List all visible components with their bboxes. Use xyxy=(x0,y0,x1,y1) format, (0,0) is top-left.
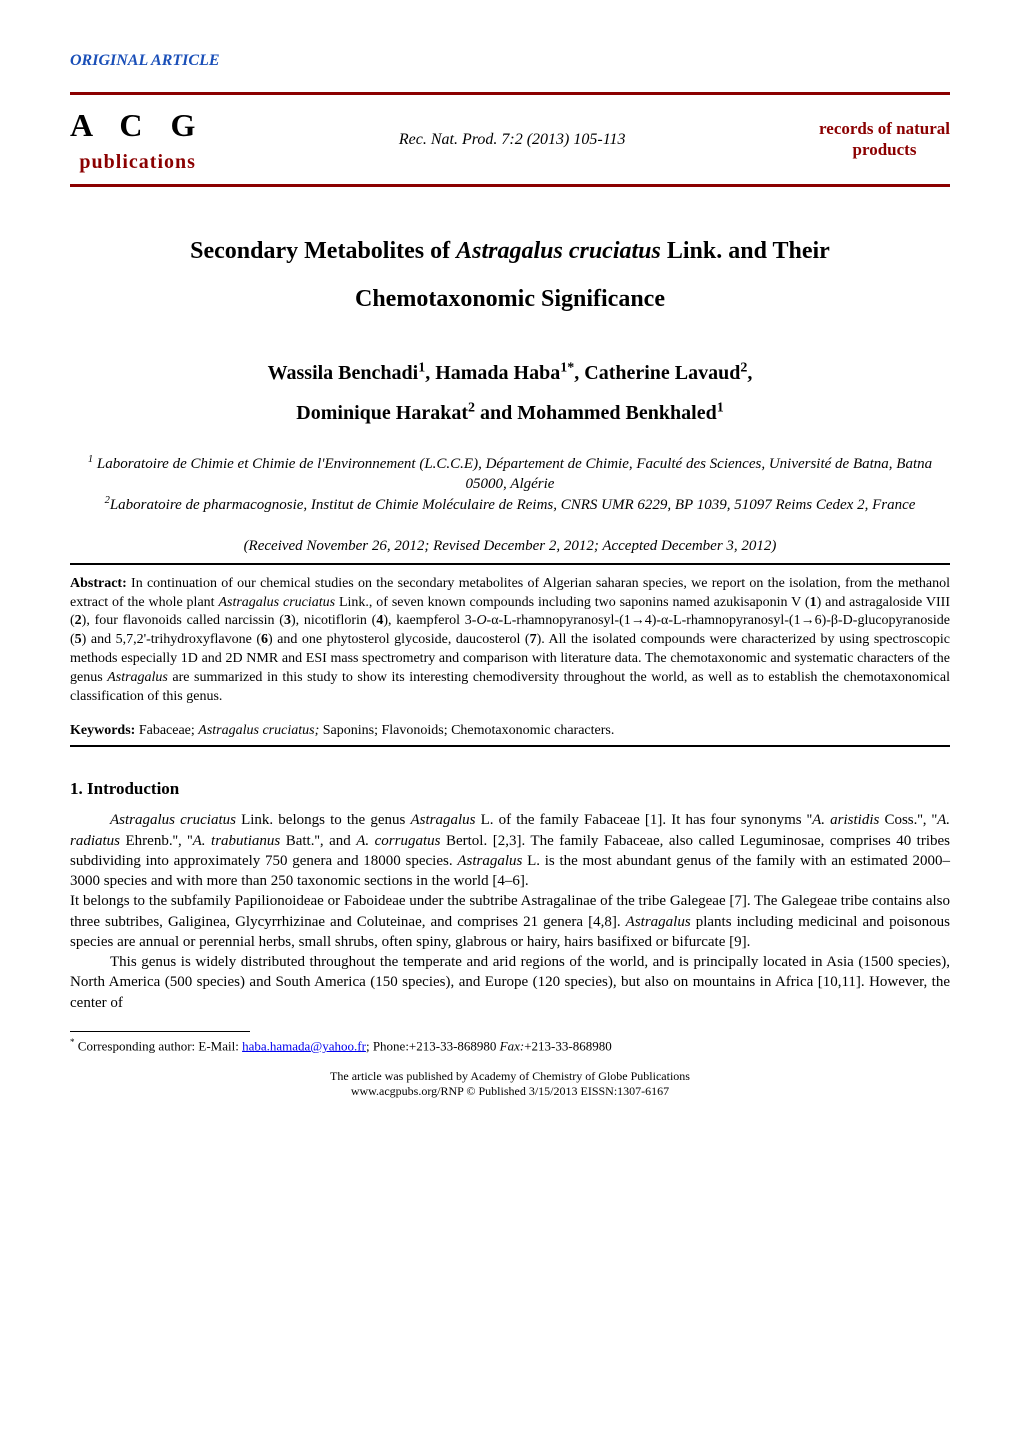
footer-line-1: The article was published by Academy of … xyxy=(70,1069,950,1083)
title-post: Link. and Their xyxy=(661,238,830,264)
author-sep-4: and xyxy=(475,402,517,424)
article-type-label: ORIGINAL ARTICLE xyxy=(70,50,950,72)
compound-5: 5 xyxy=(75,632,82,647)
abstract-text-4: ), nicotiflorin ( xyxy=(291,613,376,628)
p1-genus-2: Astragalus xyxy=(457,853,522,869)
author-sep-2: , xyxy=(574,362,584,384)
compound-2: 2 xyxy=(75,613,82,628)
abstract-text-6: ) and 5,7,2'-trihydroxyflavone ( xyxy=(82,632,261,647)
abstract-text-9: are summarized in this study to show its… xyxy=(70,670,950,704)
aff-1-text: Laboratoire de Chimie et Chimie de l'Env… xyxy=(93,456,932,492)
logo-acg: A C G xyxy=(70,103,205,148)
footnote: * Corresponding author: E-Mail: haba.ham… xyxy=(70,1036,950,1056)
page-footer: The article was published by Academy of … xyxy=(70,1069,950,1098)
journal-name-block: records of natural products xyxy=(819,119,950,160)
section-1-heading: 1. Introduction xyxy=(70,777,950,801)
author-4-sup: 2 xyxy=(468,401,475,416)
p1-mid4: Ehrenb.'', '' xyxy=(120,833,193,849)
keywords-pre: Fabaceae; xyxy=(139,723,198,738)
aff-2-text: Laboratoire de pharmacognosie, Institut … xyxy=(110,497,916,513)
p1-syn-4: A. corrugatus xyxy=(356,833,440,849)
footnote-email-link[interactable]: haba.hamada@yahoo.fr xyxy=(242,1038,366,1053)
author-1: Wassila Benchadi xyxy=(268,362,419,384)
keywords-label: Keywords: xyxy=(70,723,139,738)
author-5-sup: 1 xyxy=(717,401,724,416)
paragraph-2: It belongs to the subfamily Papilionoide… xyxy=(70,891,950,952)
p1-mid2: L. of the family Fabaceae [1]. It has fo… xyxy=(475,812,812,828)
p1-mid3: Coss.'', '' xyxy=(879,812,937,828)
author-2: Hamada Haba xyxy=(435,362,560,384)
compound-7: 7 xyxy=(530,632,537,647)
journal-name-line1: records of natural xyxy=(819,119,950,139)
footnote-post-pre: ; Phone:+213-33-868980 xyxy=(366,1038,500,1053)
abstract-bottom-rule xyxy=(70,745,950,747)
p1-mid5: Batt.'', and xyxy=(280,833,356,849)
paragraph-3: This genus is widely distributed through… xyxy=(70,952,950,1013)
title-pre: Secondary Metabolites of xyxy=(190,238,456,264)
compound-3: 3 xyxy=(284,613,291,628)
p1-syn-1: A. aristidis xyxy=(812,812,879,828)
author-sep-1: , xyxy=(425,362,435,384)
author-4: Dominique Harakat xyxy=(296,402,468,424)
abstract-o-italic: O- xyxy=(476,613,491,628)
abstract-genus: Astragalus xyxy=(107,670,168,685)
p3-text: This genus is widely distributed through… xyxy=(70,954,950,1011)
journal-reference: Rec. Nat. Prod. 7:2 (2013) 105-113 xyxy=(399,129,626,151)
footnote-rule xyxy=(70,1031,250,1032)
author-3: Catherine Lavaud xyxy=(584,362,740,384)
p1-species-1: Astragalus cruciatus xyxy=(110,812,236,828)
author-2-sup: 1* xyxy=(560,361,574,376)
footnote-fax-label: Fax: xyxy=(500,1038,525,1053)
p2-genus: Astragalus xyxy=(626,914,691,930)
p1-mid1: Link. belongs to the genus xyxy=(236,812,410,828)
article-title: Secondary Metabolites of Astragalus cruc… xyxy=(70,227,950,323)
compound-6: 6 xyxy=(261,632,268,647)
received-dates: (Received November 26, 2012; Revised Dec… xyxy=(70,536,950,557)
abstract-label: Abstract: xyxy=(70,576,131,591)
keywords-post: Saponins; Flavonoids; Chemotaxonomic cha… xyxy=(319,723,614,738)
footnote-post: +213-33-868980 xyxy=(524,1038,612,1053)
abstract-text-2: Link., of seven known compounds includin… xyxy=(335,595,809,610)
compound-1: 1 xyxy=(810,595,817,610)
p1-genus-1: Astragalus xyxy=(410,812,475,828)
abstract-text-3: ), four flavonoids called narcissin ( xyxy=(82,613,284,628)
author-sep-3: , xyxy=(747,362,752,384)
journal-header: A C G publications Rec. Nat. Prod. 7:2 (… xyxy=(70,92,950,187)
title-species: Astragalus cruciatus xyxy=(456,238,661,264)
keywords-block: Keywords: Fabaceae; Astragalus cruciatus… xyxy=(70,721,950,741)
footnote-pre: Corresponding author: E-Mail: xyxy=(75,1038,243,1053)
abstract-species-1: Astragalus cruciatus xyxy=(218,595,335,610)
logo-publications: publications xyxy=(79,148,195,176)
footer-line-2: www.acgpubs.org/RNP © Published 3/15/201… xyxy=(70,1084,950,1098)
publisher-logo: A C G publications xyxy=(70,103,205,176)
abstract-top-rule xyxy=(70,563,950,565)
p1-syn-3: A. trabutianus xyxy=(193,833,281,849)
abstract-block: Abstract: In continuation of our chemica… xyxy=(70,575,950,707)
authors-block: Wassila Benchadi 1, Hamada Haba1*, Cather… xyxy=(70,353,950,433)
body-text: Astragalus cruciatus Link. belongs to th… xyxy=(70,810,950,1013)
affiliations-block: 1 Laboratoire de Chimie et Chimie de l'E… xyxy=(70,453,950,516)
journal-name-line2: products xyxy=(819,140,950,160)
abstract-text-7: ) and one phytosterol glycoside, daucost… xyxy=(268,632,530,647)
keywords-species: Astragalus cruciatus; xyxy=(198,723,319,738)
author-5: Mohammed Benkhaled xyxy=(517,402,716,424)
title-line2: Chemotaxonomic Significance xyxy=(355,286,665,312)
paragraph-1: Astragalus cruciatus Link. belongs to th… xyxy=(70,810,950,891)
abstract-text-5: ), kaempferol 3- xyxy=(383,613,476,628)
